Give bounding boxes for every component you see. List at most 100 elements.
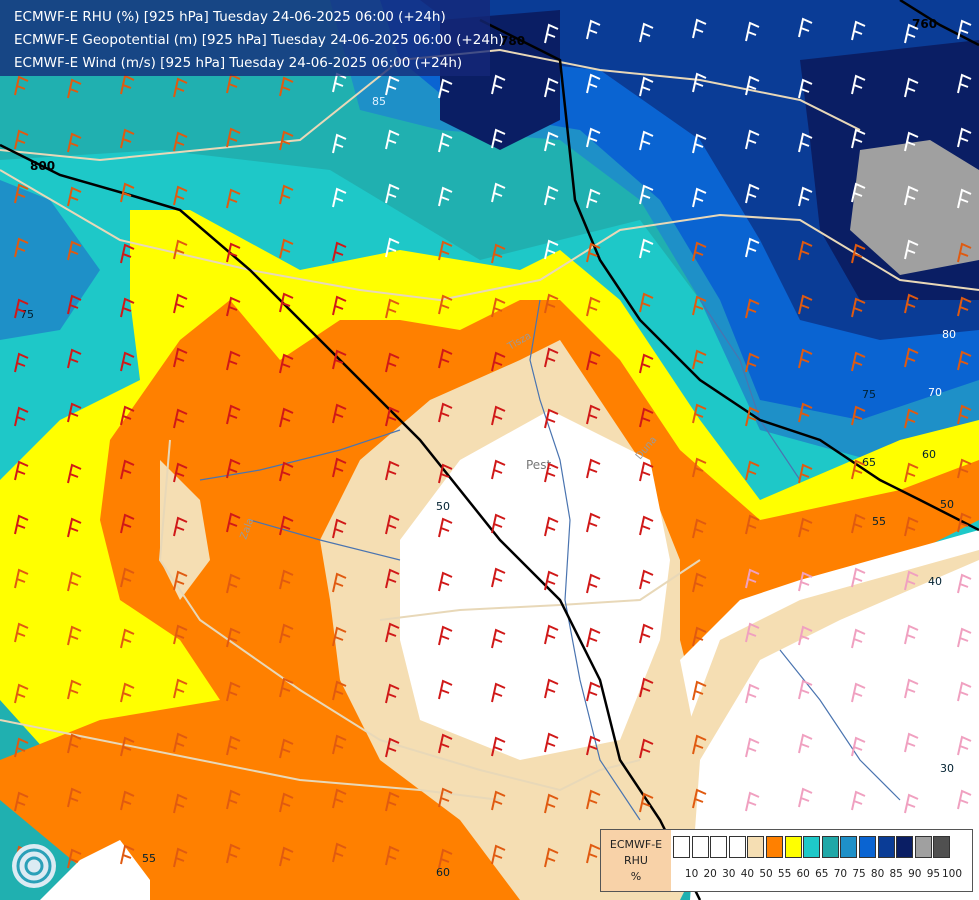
legend-tick: 75 bbox=[852, 868, 866, 880]
wind-barb bbox=[279, 130, 294, 151]
wind-barb bbox=[491, 628, 506, 649]
wind-barb bbox=[120, 243, 135, 264]
legend-swatch bbox=[933, 836, 951, 858]
wind-barb bbox=[745, 352, 760, 373]
wind-barb bbox=[851, 459, 866, 480]
wind-barb bbox=[173, 185, 188, 206]
geopotential-label-800: 800 bbox=[30, 159, 55, 173]
wind-barb bbox=[851, 128, 866, 149]
wind-barb bbox=[226, 458, 241, 479]
wind-barb bbox=[692, 788, 707, 809]
wind-barb bbox=[438, 240, 453, 261]
wind-barb bbox=[544, 293, 559, 314]
wind-barb bbox=[745, 737, 760, 758]
wind-barb bbox=[957, 404, 972, 425]
wind-barb bbox=[544, 462, 559, 483]
wind-barb bbox=[851, 243, 866, 264]
wind-barb bbox=[798, 787, 813, 808]
wind-barb bbox=[226, 735, 241, 756]
wind-barb bbox=[544, 408, 559, 429]
wind-barb bbox=[226, 350, 241, 371]
wind-barb bbox=[586, 512, 601, 533]
wind-barb bbox=[586, 19, 601, 40]
wind-barb bbox=[385, 737, 400, 758]
wind-barb bbox=[957, 627, 972, 648]
rhu-field-75-west bbox=[0, 180, 100, 340]
rhu-field-50-se bbox=[690, 550, 979, 760]
wind-barb bbox=[544, 624, 559, 645]
geopotential-contour-780 bbox=[479, 18, 979, 532]
wind-barb bbox=[226, 681, 241, 702]
wind-barb bbox=[745, 460, 760, 481]
wind-barb bbox=[586, 350, 601, 371]
wind-barb bbox=[332, 626, 347, 647]
title-rhu: ECMWF-E RHU (%) [925 hPa] Tuesday 24-06-… bbox=[14, 9, 446, 25]
wind-barb bbox=[544, 516, 559, 537]
rhu-field-95 bbox=[850, 140, 979, 275]
wind-barb bbox=[120, 297, 135, 318]
wind-barb bbox=[544, 347, 559, 368]
wind-barb bbox=[745, 298, 760, 319]
wind-barb bbox=[798, 517, 813, 538]
wind-barb bbox=[491, 682, 506, 703]
wind-barb bbox=[586, 681, 601, 702]
wind-barb bbox=[851, 74, 866, 95]
wind-barb bbox=[544, 847, 559, 868]
wind-barb bbox=[798, 402, 813, 423]
rhu-label: 60 bbox=[436, 866, 450, 879]
wind-barb bbox=[385, 406, 400, 427]
wind-barb bbox=[226, 843, 241, 864]
wind-barb bbox=[586, 458, 601, 479]
wind-barb bbox=[639, 292, 654, 313]
wind-barb bbox=[745, 21, 760, 42]
wind-barb bbox=[438, 679, 453, 700]
wind-barb bbox=[173, 516, 188, 537]
river bbox=[199, 299, 901, 821]
wind-barb bbox=[438, 348, 453, 369]
wind-barb bbox=[173, 408, 188, 429]
rhu-label: 40 bbox=[928, 575, 942, 588]
wind-barb bbox=[904, 516, 919, 537]
wind-barb bbox=[904, 678, 919, 699]
wind-barb bbox=[586, 404, 601, 425]
geopotential-label-760: 760 bbox=[912, 17, 937, 31]
wind-barb bbox=[586, 73, 601, 94]
wind-barb bbox=[67, 463, 82, 484]
wind-barb bbox=[904, 793, 919, 814]
rhu-label: 60 bbox=[922, 448, 936, 461]
rhu-label: 50 bbox=[436, 500, 450, 513]
wind-barb bbox=[904, 408, 919, 429]
wind-barb bbox=[385, 460, 400, 481]
wind-barb bbox=[67, 78, 82, 99]
wind-barb bbox=[544, 793, 559, 814]
wind-barb bbox=[851, 567, 866, 588]
legend-swatch bbox=[710, 836, 728, 858]
ecmwf-logo-icon bbox=[12, 844, 56, 888]
wind-barb bbox=[957, 458, 972, 479]
wind-barb bbox=[14, 183, 29, 204]
title-panel: ECMWF-E RHU (%) [925 hPa] Tuesday 24-06-… bbox=[0, 0, 504, 76]
wind-barb bbox=[226, 242, 241, 263]
legend-swatch bbox=[896, 836, 914, 858]
wind-barb bbox=[385, 75, 400, 96]
wind-barb bbox=[692, 295, 707, 316]
wind-barb bbox=[120, 182, 135, 203]
legend-swatch bbox=[821, 836, 839, 858]
wind-barb bbox=[14, 737, 29, 758]
wind-barb bbox=[639, 353, 654, 374]
wind-barb bbox=[173, 239, 188, 260]
wind-barb bbox=[120, 351, 135, 372]
legend-swatch bbox=[747, 836, 765, 858]
place-label-pest: Pest bbox=[526, 458, 551, 472]
wind-barb bbox=[279, 738, 294, 759]
wind-barb bbox=[745, 683, 760, 704]
wind-barb bbox=[279, 292, 294, 313]
wind-barb bbox=[438, 517, 453, 538]
wind-barb bbox=[851, 405, 866, 426]
wind-barb bbox=[385, 683, 400, 704]
wind-barb bbox=[226, 188, 241, 209]
wind-barb bbox=[491, 790, 506, 811]
legend-tick: 65 bbox=[815, 868, 829, 880]
wind-barb bbox=[798, 78, 813, 99]
